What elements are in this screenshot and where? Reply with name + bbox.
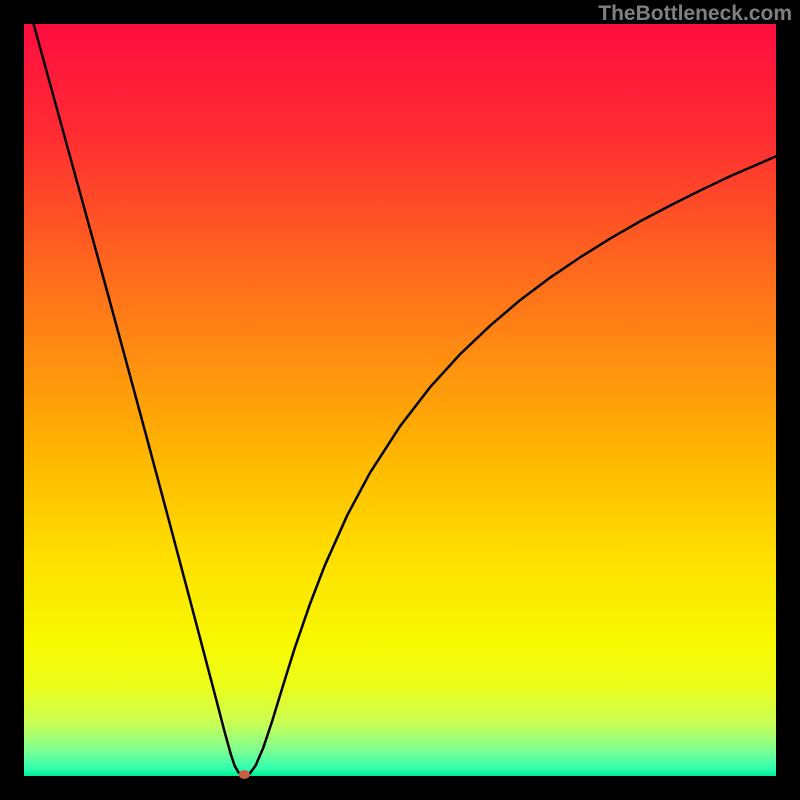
optimal-point-marker [239, 770, 250, 779]
watermark-text: TheBottleneck.com [598, 2, 792, 25]
bottleneck-chart: TheBottleneck.com [0, 0, 800, 800]
